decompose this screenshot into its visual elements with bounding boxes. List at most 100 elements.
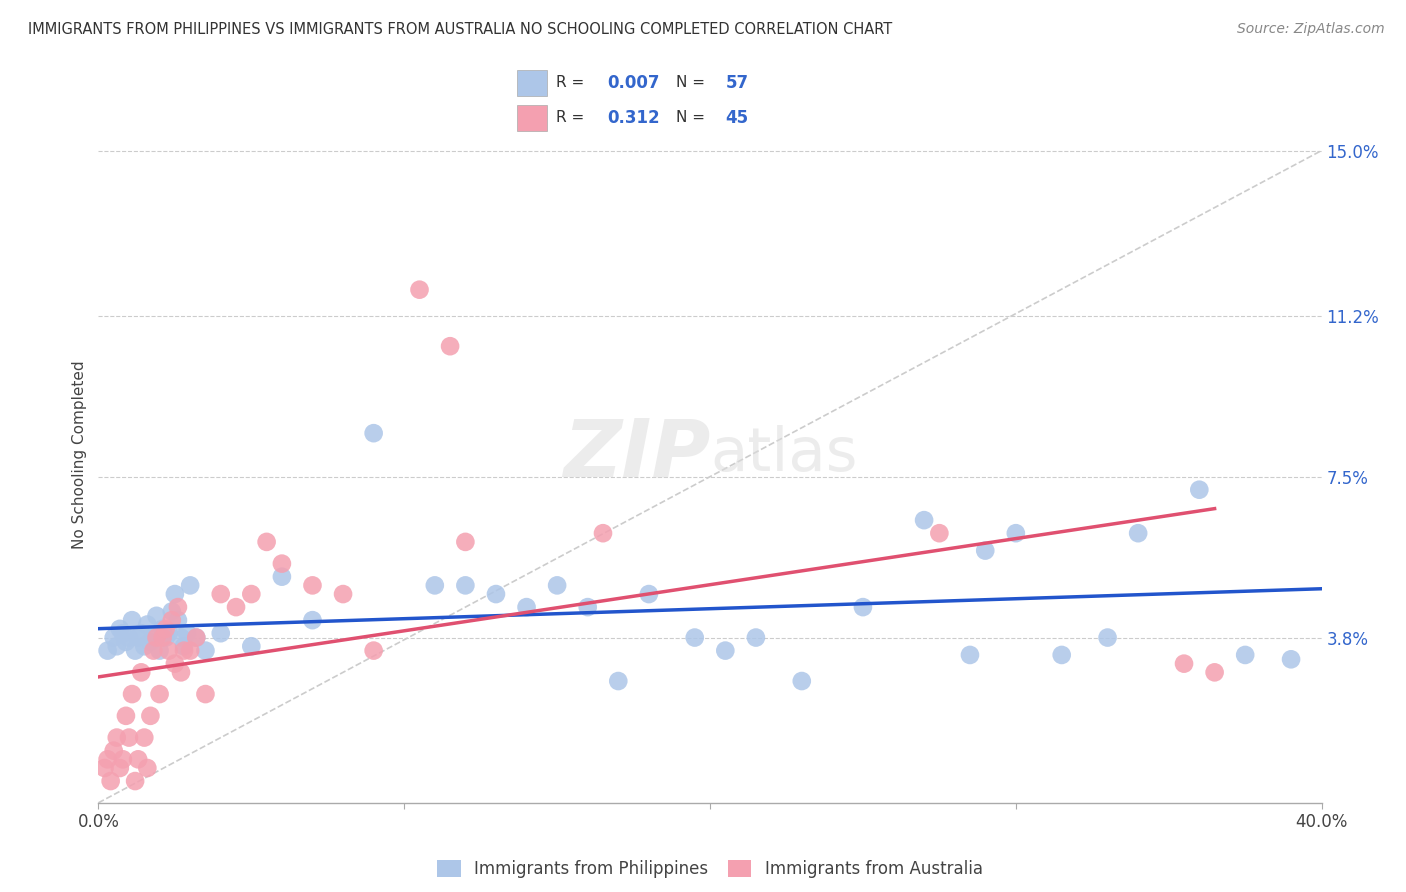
Point <box>516 600 538 615</box>
Point <box>1004 526 1026 541</box>
Point <box>160 605 183 619</box>
Point <box>959 648 981 662</box>
Point <box>408 283 430 297</box>
Point <box>118 731 141 745</box>
Text: 0.007: 0.007 <box>607 74 659 92</box>
Point <box>170 631 193 645</box>
Point <box>270 557 294 571</box>
Point <box>111 626 134 640</box>
Point <box>157 626 180 640</box>
Point <box>163 587 186 601</box>
Point <box>209 587 232 601</box>
Point <box>160 613 183 627</box>
Point <box>301 578 323 592</box>
Point <box>1050 648 1073 662</box>
Point <box>592 526 614 541</box>
Text: Source: ZipAtlas.com: Source: ZipAtlas.com <box>1237 22 1385 37</box>
Point <box>127 631 149 645</box>
Point <box>163 657 186 671</box>
Point <box>1128 526 1150 541</box>
Point <box>256 535 278 549</box>
Text: 57: 57 <box>725 74 748 92</box>
Point <box>546 578 568 592</box>
Point <box>186 631 208 645</box>
Point <box>152 631 174 645</box>
Point <box>129 626 152 640</box>
Point <box>176 626 198 640</box>
Point <box>974 543 997 558</box>
FancyBboxPatch shape <box>517 70 547 95</box>
Point <box>179 578 201 592</box>
Point <box>638 587 661 601</box>
Point <box>1097 631 1119 645</box>
Point <box>167 600 190 615</box>
Point <box>363 426 385 441</box>
Text: ZIP: ZIP <box>562 416 710 494</box>
Point <box>439 339 461 353</box>
Text: atlas: atlas <box>710 425 858 484</box>
Point <box>240 587 263 601</box>
Point <box>1204 665 1226 680</box>
Point <box>149 687 172 701</box>
Point <box>105 731 128 745</box>
Text: R =: R = <box>555 76 583 90</box>
Point <box>1279 652 1302 666</box>
Text: N =: N = <box>676 111 706 125</box>
Point <box>332 587 354 601</box>
Point <box>790 674 813 689</box>
Point <box>103 631 125 645</box>
Point <box>139 635 162 649</box>
Text: N =: N = <box>676 76 706 90</box>
Point <box>155 631 177 645</box>
Point <box>127 752 149 766</box>
Point <box>173 639 195 653</box>
Point <box>167 613 190 627</box>
Point <box>139 708 162 723</box>
Point <box>240 639 263 653</box>
Point <box>136 617 159 632</box>
Point <box>115 635 138 649</box>
Text: IMMIGRANTS FROM PHILIPPINES VS IMMIGRANTS FROM AUSTRALIA NO SCHOOLING COMPLETED : IMMIGRANTS FROM PHILIPPINES VS IMMIGRANT… <box>28 22 893 37</box>
Legend: Immigrants from Philippines, Immigrants from Australia: Immigrants from Philippines, Immigrants … <box>430 854 990 885</box>
Point <box>129 665 152 680</box>
Point <box>912 513 935 527</box>
Point <box>179 643 201 657</box>
Point <box>194 643 217 657</box>
Point <box>1188 483 1211 497</box>
Point <box>194 687 217 701</box>
Point <box>121 687 143 701</box>
Point <box>124 774 146 789</box>
Point <box>209 626 232 640</box>
Point <box>423 578 446 592</box>
Point <box>152 622 174 636</box>
Point <box>745 631 768 645</box>
Point <box>134 639 156 653</box>
Point <box>136 761 159 775</box>
Point <box>115 708 138 723</box>
Point <box>142 643 165 657</box>
Point <box>118 631 141 645</box>
Point <box>485 587 508 601</box>
Point <box>105 639 128 653</box>
Point <box>607 674 630 689</box>
Point <box>97 643 120 657</box>
Point <box>576 600 599 615</box>
Point <box>124 643 146 657</box>
Point <box>142 631 165 645</box>
Point <box>145 608 167 623</box>
Point <box>100 774 122 789</box>
Point <box>111 752 134 766</box>
Point <box>121 613 143 627</box>
Point <box>301 613 323 627</box>
Point <box>108 761 131 775</box>
Point <box>714 643 737 657</box>
Point <box>170 665 193 680</box>
Point <box>155 622 177 636</box>
Point <box>145 631 167 645</box>
Text: 0.312: 0.312 <box>607 109 661 127</box>
Point <box>270 570 294 584</box>
Point <box>97 752 120 766</box>
Point <box>1173 657 1195 671</box>
Y-axis label: No Schooling Completed: No Schooling Completed <box>72 360 87 549</box>
Point <box>852 600 875 615</box>
